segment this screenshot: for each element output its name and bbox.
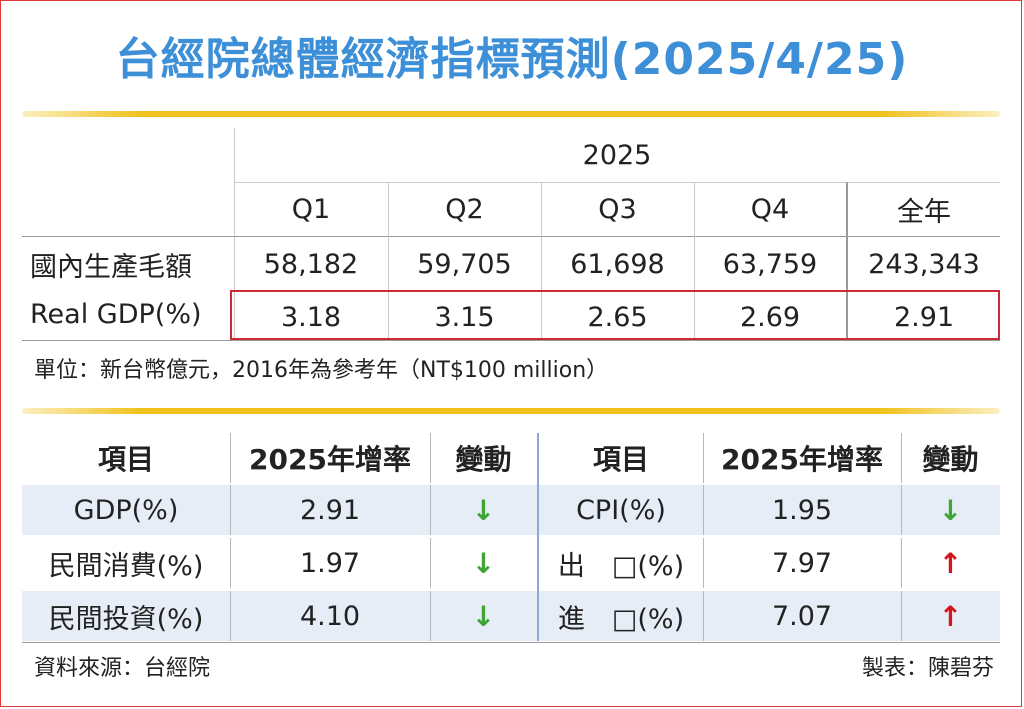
item-label: 民間消費(%) bbox=[48, 550, 204, 582]
grid-line bbox=[846, 182, 848, 340]
row-label-real-gdp: Real GDP(%) bbox=[30, 298, 202, 330]
grid-line bbox=[430, 591, 431, 641]
header-item-right: 項目 bbox=[592, 443, 649, 476]
real-gdp-q2: 3.15 bbox=[434, 301, 495, 333]
grid-line bbox=[230, 433, 231, 483]
rate-value: 1.95 bbox=[771, 494, 833, 526]
grid-line bbox=[901, 433, 902, 483]
grid-line bbox=[703, 538, 704, 588]
header-change-right: 變動 bbox=[922, 443, 979, 476]
header-change-left: 變動 bbox=[455, 443, 512, 476]
rate-value: 1.97 bbox=[299, 547, 361, 579]
grid-line bbox=[22, 340, 1000, 341]
gdp-full-year: 243,343 bbox=[868, 248, 980, 280]
table-row: GDP(%) 2.91 ↓ CPI(%) 1.95 ↓ bbox=[22, 485, 1000, 535]
grid-line bbox=[703, 591, 704, 641]
grid-line bbox=[230, 485, 231, 535]
rate-value: 2.91 bbox=[299, 494, 361, 526]
grid-line bbox=[234, 182, 1000, 183]
grid-line bbox=[22, 236, 1000, 237]
source-note: 資料來源：台經院 bbox=[34, 656, 211, 681]
down-arrow-icon: ↓ bbox=[938, 493, 963, 527]
down-arrow-icon: ↓ bbox=[471, 546, 496, 580]
author-note: 製表：陳碧芬 bbox=[861, 656, 994, 681]
rate-value: 4.10 bbox=[299, 600, 361, 632]
col-header-q2: Q2 bbox=[445, 193, 484, 225]
grid-line bbox=[703, 433, 704, 483]
item-label: 出 □(%) bbox=[557, 550, 685, 582]
item-label: 民間投資(%) bbox=[48, 603, 204, 635]
grid-line bbox=[430, 433, 431, 483]
header-rate-right: 2025年增率 bbox=[721, 443, 883, 476]
real-gdp-q4: 2.69 bbox=[739, 301, 801, 333]
item-label: CPI(%) bbox=[576, 494, 666, 526]
item-label: GDP(%) bbox=[73, 494, 179, 526]
row-label-gdp-amount: 國內生產毛額 bbox=[30, 251, 192, 283]
grid-line bbox=[901, 538, 902, 588]
real-gdp-highlight-box bbox=[230, 290, 1000, 340]
header-rate-left: 2025年增率 bbox=[249, 443, 411, 476]
grid-line bbox=[901, 485, 902, 535]
col-header-q1: Q1 bbox=[291, 193, 331, 225]
down-arrow-icon: ↓ bbox=[471, 493, 496, 527]
col-header-q4: Q4 bbox=[750, 193, 790, 225]
section-divider bbox=[22, 408, 1000, 414]
col-header-q3: Q3 bbox=[598, 193, 637, 225]
grid-line bbox=[388, 182, 389, 340]
table-row: 民間投資(%) 4.10 ↓ 進 □(%) 7.07 ↑ bbox=[22, 591, 1000, 641]
col-header-full-year: 全年 bbox=[897, 196, 951, 228]
real-gdp-q1: 3.18 bbox=[280, 301, 342, 333]
grid-line bbox=[430, 538, 431, 588]
rate-value: 7.97 bbox=[771, 547, 833, 579]
down-arrow-icon: ↓ bbox=[471, 599, 496, 633]
unit-note: 單位：新台幣億元，2016年為參考年（NT$100 million） bbox=[34, 358, 609, 383]
grid-line bbox=[430, 485, 431, 535]
grid-line bbox=[230, 591, 231, 641]
gdp-q1: 58,182 bbox=[263, 248, 359, 280]
table-bottom-line bbox=[22, 642, 1000, 643]
table-middle-divider bbox=[537, 433, 539, 641]
grid-line bbox=[703, 485, 704, 535]
up-arrow-icon: ↑ bbox=[938, 599, 963, 633]
gdp-q2: 59,705 bbox=[417, 248, 512, 280]
real-gdp-q3: 2.65 bbox=[587, 301, 648, 333]
table-row: 民間消費(%) 1.97 ↓ 出 □(%) 7.97 ↑ bbox=[22, 538, 1000, 588]
real-gdp-full-year: 2.91 bbox=[893, 301, 955, 333]
page-title: 台經院總體經濟指標預測(2025/4/25) bbox=[115, 34, 909, 85]
grid-line bbox=[541, 182, 542, 340]
grid-line bbox=[234, 128, 235, 338]
item-label: 進 □(%) bbox=[557, 603, 685, 635]
title-divider bbox=[22, 111, 1000, 117]
indicator-table-header: 項目 2025年增率 變動 項目 2025年增率 變動 bbox=[22, 433, 1000, 483]
rate-value: 7.07 bbox=[771, 600, 833, 632]
grid-line bbox=[230, 538, 231, 588]
up-arrow-icon: ↑ bbox=[938, 546, 963, 580]
grid-line bbox=[901, 591, 902, 641]
grid-line bbox=[694, 182, 695, 340]
year-header: 2025 bbox=[582, 139, 652, 171]
gdp-q3: 61,698 bbox=[570, 248, 665, 280]
header-item-left: 項目 bbox=[97, 443, 154, 476]
gdp-q4: 63,759 bbox=[722, 248, 818, 280]
